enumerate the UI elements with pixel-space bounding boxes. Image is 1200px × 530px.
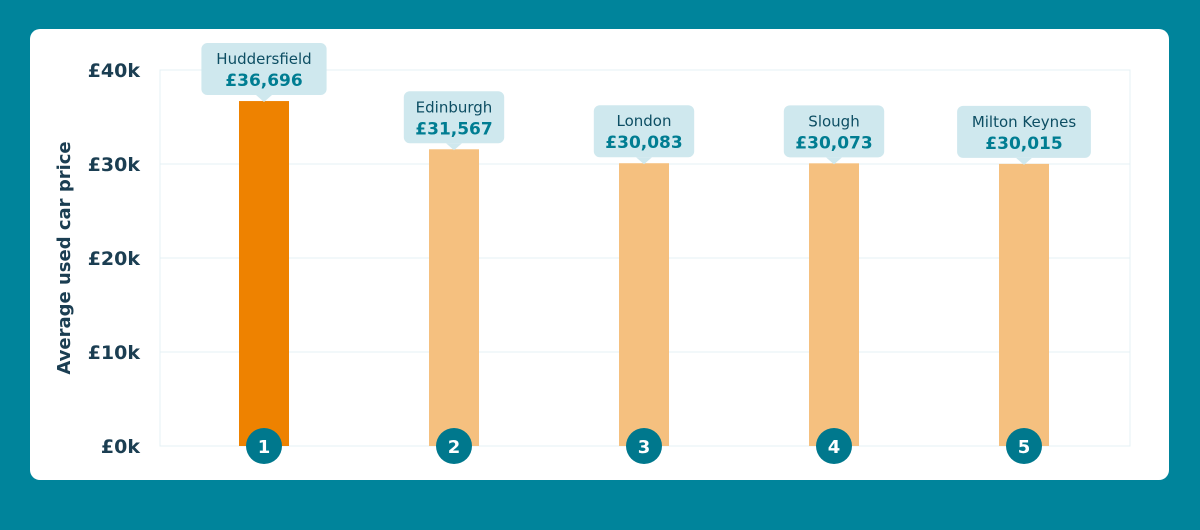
bar-value-label: £30,083 — [605, 133, 682, 153]
rank-circle — [436, 428, 472, 464]
value-bubble: London £30,083 — [593, 105, 695, 165]
y-axis-label: Average used car price — [54, 141, 75, 374]
bar-value-label: £31,567 — [415, 119, 492, 139]
rank-number: 5 — [1018, 437, 1031, 458]
bubble-box — [593, 105, 695, 158]
bar-category-label: London — [617, 112, 672, 130]
y-axis-ticks: £0k £10k £20k £30k £40k — [88, 60, 141, 458]
bar-value-label: £30,073 — [795, 133, 872, 153]
bar-value-label: £36,696 — [225, 71, 302, 91]
rank-circle — [816, 428, 852, 464]
rank-number: 3 — [638, 437, 651, 458]
rank-circle — [1006, 428, 1042, 464]
bubble-pointer — [1016, 157, 1032, 165]
value-bubble: Huddersfield £36,696 — [201, 43, 327, 103]
y-tick-label: £10k — [88, 342, 141, 364]
bar-category-label: Milton Keynes — [972, 113, 1077, 131]
bar — [809, 163, 859, 447]
bubble-box — [403, 91, 505, 144]
bubble-box — [783, 105, 885, 158]
bar-value-label: £30,015 — [985, 134, 1062, 154]
rank-circle — [246, 428, 282, 464]
rank-markers: 1 2 3 4 5 — [246, 428, 1042, 464]
rank-circle — [626, 428, 662, 464]
bar-category-label: Edinburgh — [416, 98, 493, 116]
chart-card — [30, 29, 1169, 480]
bubble-pointer — [636, 157, 652, 165]
bubble-pointer — [256, 95, 272, 103]
rank-marker: 2 — [436, 428, 472, 464]
bar — [429, 149, 479, 446]
bars — [239, 101, 1049, 447]
bubble-pointer — [446, 143, 462, 151]
rank-marker: 1 — [246, 428, 282, 464]
y-tick-label: £20k — [88, 248, 141, 270]
value-bubble: Slough £30,073 — [783, 105, 885, 165]
bar — [239, 101, 289, 446]
bar-category-label: Huddersfield — [216, 50, 311, 68]
rank-number: 4 — [828, 437, 841, 458]
value-bubbles: Huddersfield £36,696 Edinburgh £31,567 Londo… — [201, 43, 1091, 165]
y-tick-label: £30k — [88, 154, 141, 176]
value-bubble: Edinburgh £31,567 — [403, 91, 505, 151]
rank-marker: 3 — [626, 428, 662, 464]
value-bubble: Milton Keynes £30,015 — [957, 105, 1091, 165]
bar — [619, 163, 669, 447]
bar-category-label: Slough — [808, 112, 859, 130]
y-tick-label: £0k — [101, 436, 140, 458]
bubble-box — [201, 43, 327, 96]
rank-number: 2 — [448, 437, 461, 458]
rank-marker: 4 — [816, 428, 852, 464]
bar — [999, 163, 1049, 446]
rank-marker: 5 — [1006, 428, 1042, 464]
y-tick-label: £40k — [88, 60, 141, 82]
bubble-box — [957, 105, 1091, 158]
bubble-pointer — [826, 157, 842, 165]
rank-number: 1 — [258, 437, 271, 458]
